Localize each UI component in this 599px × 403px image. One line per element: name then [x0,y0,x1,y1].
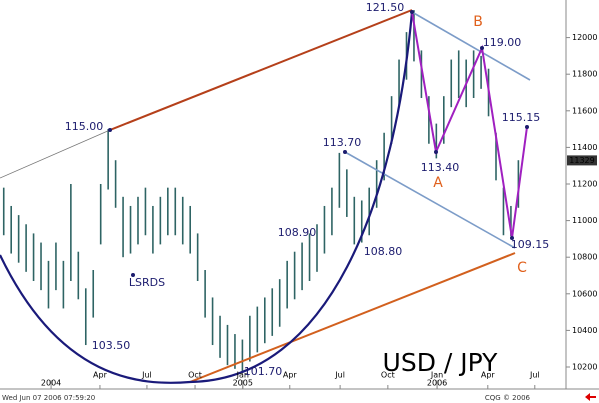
chart-title: USD / JPY [383,348,499,377]
y-tick-label: 10800 [572,253,597,262]
x-tick-label: Oct [381,371,395,380]
trend-line [189,252,516,383]
pattern-point-label: B [473,14,483,30]
annotation-label: 108.80 [364,245,403,258]
y-tick-label: 12000 [572,33,597,42]
footer-credit: CQG © 2006 [485,394,531,402]
trend-line [109,9,413,131]
annotation-point [510,236,514,240]
x-tick-label: Oct [188,371,202,380]
pattern-point-label: A [433,175,443,191]
annotation-point [343,150,347,154]
annotation-point [434,150,438,154]
annotation-label: 101.70 [244,365,283,378]
trend-line [0,129,111,179]
annotation-point [480,46,484,50]
annotation-point [131,273,135,277]
annotation-label: 108.90 [278,226,317,239]
x-tick-label: Jul [141,371,152,380]
nav-arrow[interactable] [585,393,596,401]
channel-line [344,151,516,249]
annotation-label: 121.50 [366,1,405,14]
x-tick-label: Apr [93,371,108,380]
x-tick-label: Jan [236,371,249,380]
x-tick-label: Apr [283,371,298,380]
last-price-label: 11329 [569,156,594,165]
annotation-label: 115.00 [65,120,104,133]
annotation-point [410,10,414,14]
last-price-box [567,155,597,166]
annotation-point [108,128,112,132]
y-tick-label: 10600 [572,289,597,298]
annotation-label: 103.50 [92,339,131,352]
pattern-point-label: C [517,260,527,276]
y-tick-label: 10200 [572,363,597,372]
x-tick-label: Jul [529,371,540,380]
y-tick-label: 11400 [572,143,597,152]
footer-date: Wed Jun 07 2006 07:59:20 [2,394,95,402]
annotation-label: 115.15 [502,111,541,124]
y-tick-label: 11200 [572,180,597,189]
y-tick-label: 11000 [572,216,597,225]
annotation-label: 113.40 [421,161,460,174]
channel-line [411,11,531,81]
cup-arc [0,11,414,384]
x-tick-label: Jan [430,371,443,380]
x-tick-label: Jul [334,371,345,380]
annotation-label: LSRDS [129,276,165,289]
x-year-label: 2006 [427,379,447,388]
annotation-point [525,125,529,129]
annotation-label: 109.15 [511,238,550,251]
y-tick-label: 10400 [572,326,597,335]
x-tick-label: Apr [481,371,496,380]
y-tick-label: 11800 [572,70,597,79]
x-year-label: 2005 [233,379,253,388]
annotation-label: 113.70 [323,136,362,149]
y-tick-label: 11600 [572,106,597,115]
x-year-label: 2004 [41,379,61,388]
annotation-label: 119.00 [483,36,522,49]
